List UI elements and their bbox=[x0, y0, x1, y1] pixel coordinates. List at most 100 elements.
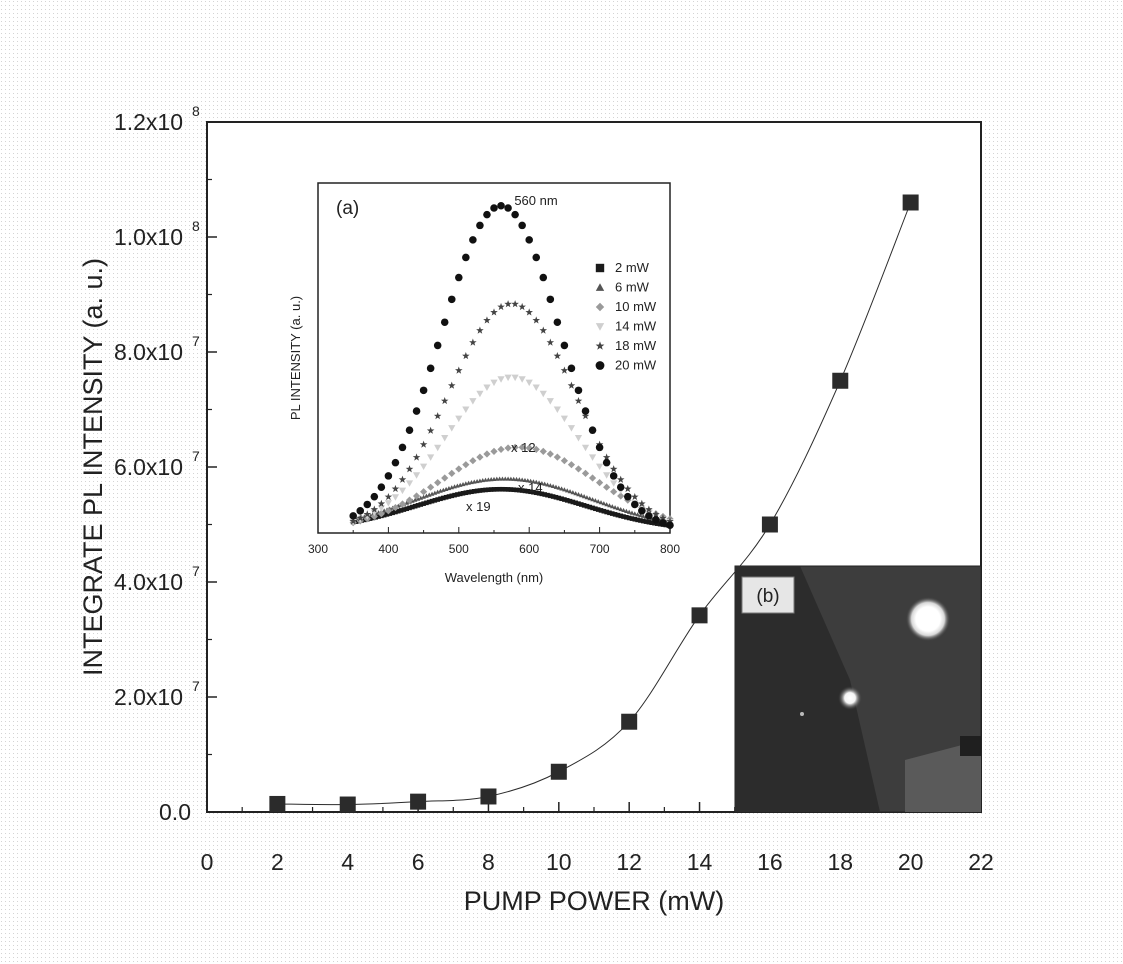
main-y-tick-label: 8.0x10 bbox=[114, 339, 183, 365]
inset-curve-point bbox=[568, 365, 576, 373]
main-data-point bbox=[269, 796, 285, 812]
main-x-tick-label: 2 bbox=[271, 849, 284, 875]
inset-a-annotation-x12: x 12 bbox=[511, 440, 536, 455]
inset-curve-point bbox=[617, 483, 625, 491]
main-data-point bbox=[621, 714, 637, 730]
main-x-tick-label: 22 bbox=[968, 849, 994, 875]
inset-curve-point bbox=[455, 274, 463, 282]
main-data-point bbox=[410, 794, 426, 810]
main-data-point bbox=[903, 195, 919, 211]
main-data-point bbox=[340, 797, 356, 813]
main-x-tick-label: 16 bbox=[757, 849, 783, 875]
inset-curve-point bbox=[666, 521, 674, 529]
main-x-tick-label: 18 bbox=[827, 849, 853, 875]
inset-legend-label: 20 mW bbox=[615, 358, 657, 373]
inset-legend-label: 10 mW bbox=[615, 299, 657, 314]
inset-curve-point bbox=[371, 493, 379, 501]
inset-curve-point bbox=[469, 236, 477, 244]
main-data-point bbox=[480, 788, 496, 804]
main-data-point bbox=[551, 764, 567, 780]
main-x-tick-label: 12 bbox=[616, 849, 642, 875]
inset-legend-label: 18 mW bbox=[615, 338, 657, 353]
main-y-axis-title: INTEGRATE PL INTENSITY (a. u.) bbox=[78, 258, 108, 676]
main-x-tick-label: 10 bbox=[546, 849, 572, 875]
inset-b-small-spot bbox=[838, 686, 862, 710]
inset-curve-point bbox=[511, 211, 519, 219]
main-y-tick-label: 2.0x10 bbox=[114, 684, 183, 710]
inset-curve-point bbox=[652, 516, 660, 524]
main-x-axis-title: PUMP POWER (mW) bbox=[464, 886, 724, 916]
inset-b: (b) bbox=[735, 566, 981, 812]
main-x-tick-label: 8 bbox=[482, 849, 495, 875]
inset-x-tick-label: 300 bbox=[308, 542, 328, 556]
inset-legend-label: 6 mW bbox=[615, 280, 650, 295]
inset-curve-point bbox=[392, 459, 400, 467]
main-y-tick-exponent: 7 bbox=[192, 678, 200, 694]
main-data-point bbox=[692, 607, 708, 623]
main-y-tick-label: 6.0x10 bbox=[114, 454, 183, 480]
inset-a-peak-label: 560 nm bbox=[514, 193, 557, 208]
inset-a-annotation-x19: x 19 bbox=[466, 499, 491, 514]
inset-curve-point bbox=[434, 342, 442, 350]
main-x-tick-label: 6 bbox=[412, 849, 425, 875]
inset-curve-point bbox=[540, 274, 548, 282]
main-y-tick-exponent: 8 bbox=[192, 103, 200, 119]
inset-x-tick-label: 700 bbox=[590, 542, 610, 556]
inset-curve-point bbox=[413, 407, 421, 415]
main-y-tick-label: 0.0 bbox=[159, 799, 191, 825]
inset-curve-point bbox=[547, 296, 555, 304]
inset-curve-point bbox=[497, 202, 505, 210]
inset-legend-marker bbox=[596, 361, 605, 370]
inset-curve-point bbox=[659, 519, 667, 527]
inset-curve-point bbox=[575, 387, 583, 395]
inset-curve-point bbox=[441, 318, 449, 326]
inset-curve-point bbox=[554, 318, 562, 326]
inset-curve-point bbox=[610, 472, 618, 480]
main-x-tick-label: 14 bbox=[687, 849, 713, 875]
inset-curve-point bbox=[638, 507, 646, 515]
inset-curve-point bbox=[364, 501, 372, 509]
inset-curve-point bbox=[378, 483, 386, 491]
main-y-tick-exponent: 8 bbox=[192, 218, 200, 234]
main-data-point bbox=[832, 373, 848, 389]
inset-curve-point bbox=[532, 254, 540, 262]
inset-b-faint-spot bbox=[800, 712, 804, 716]
inset-a: 300400500600700800 (a) 560 nm x 12 x 14 … bbox=[288, 183, 680, 585]
inset-curve-point bbox=[427, 365, 435, 373]
main-data-point bbox=[762, 517, 778, 533]
main-y-tick-exponent: 7 bbox=[192, 448, 200, 464]
inset-legend-label: 14 mW bbox=[615, 319, 657, 334]
inset-a-annotation-x14: x 14 bbox=[518, 480, 543, 495]
inset-b-big-spot bbox=[906, 597, 950, 641]
inset-curve-point bbox=[420, 387, 428, 395]
main-y-tick-exponent: 7 bbox=[192, 333, 200, 349]
inset-curve-point bbox=[589, 426, 597, 434]
main-x-tick-label: 0 bbox=[201, 849, 214, 875]
main-y-tick-label: 1.0x10 bbox=[114, 224, 183, 250]
inset-curve-point bbox=[356, 507, 364, 515]
main-y-tick-label: 1.2x10 bbox=[114, 109, 183, 135]
inset-curve-point bbox=[645, 512, 653, 520]
inset-curve-point bbox=[525, 236, 533, 244]
inset-curve-point bbox=[624, 493, 632, 501]
inset-a-label: (a) bbox=[336, 198, 359, 219]
inset-x-tick-label: 500 bbox=[449, 542, 469, 556]
inset-curve-point bbox=[406, 426, 414, 434]
inset-curve-point bbox=[483, 211, 491, 219]
inset-b-label: (b) bbox=[756, 586, 779, 607]
inset-curve-point bbox=[476, 222, 484, 230]
inset-x-tick-label: 400 bbox=[378, 542, 398, 556]
inset-a-x-axis-title: Wavelength (nm) bbox=[445, 570, 544, 585]
inset-curve-point bbox=[518, 222, 526, 230]
inset-x-tick-label: 600 bbox=[519, 542, 539, 556]
main-x-tick-label: 20 bbox=[898, 849, 924, 875]
inset-curve-point bbox=[490, 204, 498, 212]
inset-legend-marker bbox=[596, 264, 604, 272]
inset-legend-label: 2 mW bbox=[615, 260, 650, 275]
inset-curve-point bbox=[561, 342, 569, 350]
inset-curve-point bbox=[399, 444, 407, 452]
inset-curve-point bbox=[504, 204, 512, 212]
inset-curve-point bbox=[596, 444, 604, 452]
inset-curve-point bbox=[603, 459, 611, 467]
